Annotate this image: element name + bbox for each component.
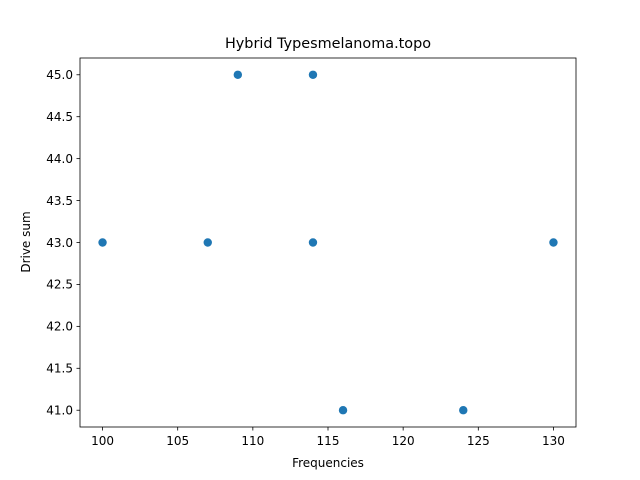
chart-title: Hybrid Typesmelanoma.topo <box>225 36 431 52</box>
scatter-point <box>233 70 243 79</box>
scatter-point <box>308 238 318 247</box>
y-tick-label: 45.0 <box>46 68 73 82</box>
scatter-point <box>549 238 558 247</box>
axes: 100 105 110 115 120 125 130 41.0 41.5 42.0 42.5 43.… <box>46 57 577 448</box>
scatter-point <box>203 238 212 247</box>
x-tick-label: 120 <box>392 434 415 448</box>
scatter-point <box>459 406 468 415</box>
y-tick-label: 43.0 <box>46 236 73 250</box>
x-tick-label: 125 <box>467 434 490 448</box>
x-tick-label: 100 <box>91 434 114 448</box>
plot-area <box>98 70 558 415</box>
x-axis-label: Frequencies <box>292 456 364 470</box>
y-tick-label: 42.5 <box>46 278 73 292</box>
x-tick-label: 110 <box>241 434 264 448</box>
scatter-point <box>98 238 107 247</box>
y-tick-label: 44.0 <box>46 152 73 166</box>
scatter-point <box>338 406 348 415</box>
x-tick-label: 130 <box>542 434 565 448</box>
y-axis-label: Drive sum <box>19 211 33 272</box>
y-tick-label: 44.5 <box>46 110 73 124</box>
y-tick-label: 42.0 <box>46 320 73 334</box>
x-tick-label: 115 <box>317 434 340 448</box>
scatter-point <box>308 70 318 79</box>
x-tick-label: 105 <box>166 434 189 448</box>
y-tick-label: 41.5 <box>46 362 73 376</box>
y-tick-label: 41.0 <box>46 404 73 418</box>
y-tick-label: 43.5 <box>46 194 73 208</box>
